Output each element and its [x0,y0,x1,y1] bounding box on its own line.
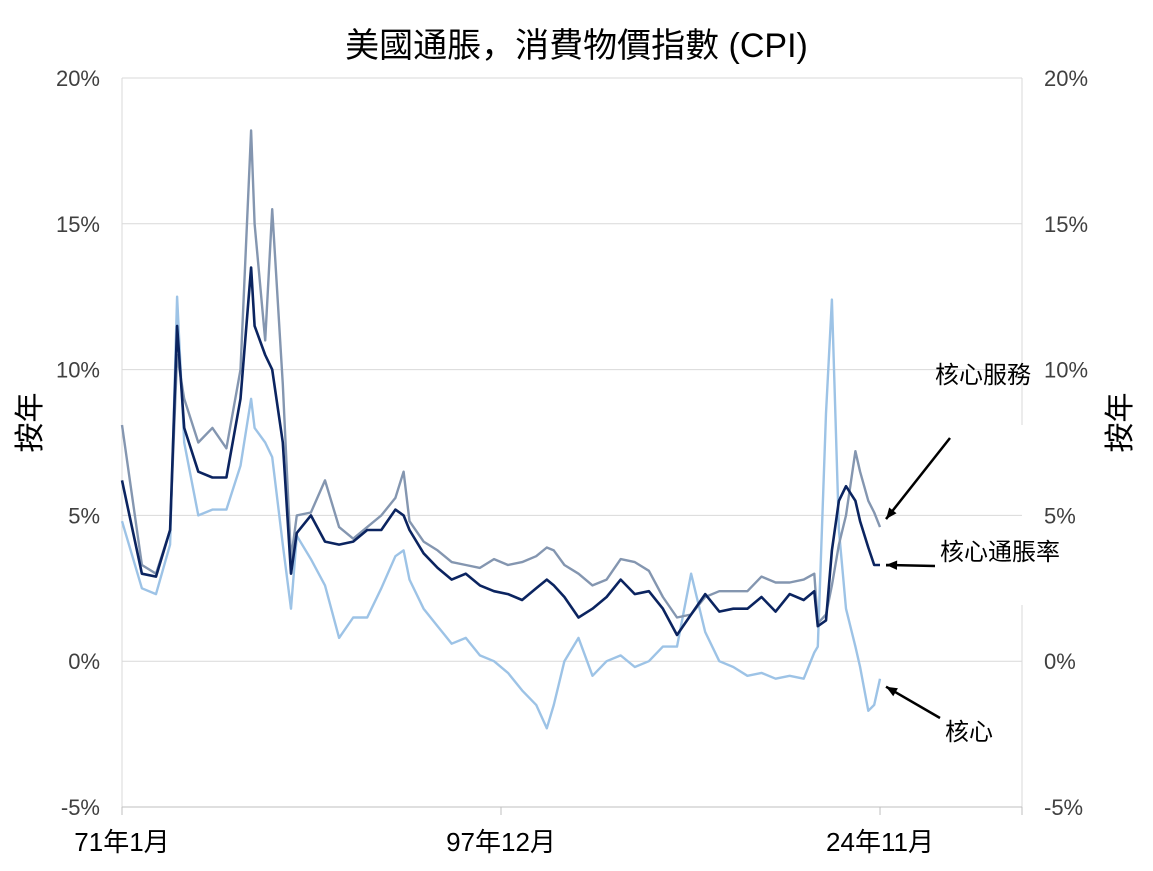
y-axis-title-right: 按年 [1104,393,1137,453]
gridlines [122,77,1022,808]
annotation-arrow [885,437,951,520]
series-line [120,129,882,625]
annotation-label: 核心通脹率 [940,539,1060,566]
y-tick-label-right: 5% [1044,503,1076,528]
annotation-label: 核心服務 [935,362,1031,389]
y-tick-label-right: 10% [1044,358,1088,383]
y-tick-label-left: 5% [68,503,100,528]
y-tick-label-left: 10% [56,358,100,383]
y-tick-label-right: 15% [1044,212,1088,237]
x-tick-label: 24年11月 [826,827,934,857]
tick-labels: -5% -5% 0% 0% 5% 5% 10% 10% 15% 15% 20% 20% 71年1月 97年… [14,66,1137,857]
y-tick-label-right: 0% [1044,649,1076,674]
annotation-label: 核心 [945,719,993,746]
series-line [120,266,880,637]
series-line [120,295,882,730]
annotation-arrowhead [886,686,898,697]
axes [121,78,1023,815]
y-tick-label-left: 0% [68,649,100,674]
x-tick-label: 71年1月 [74,827,169,857]
y-tick-label-left: 15% [56,212,100,237]
series-lines [120,129,882,730]
y-tick-label-left: -5% [61,795,100,820]
y-tick-label-right: -5% [1044,795,1083,820]
annotation-arrowhead [886,507,897,520]
x-tick-label: 97年12月 [446,827,556,857]
annotation-arrowhead [886,560,898,570]
y-tick-label-right: 20% [1044,66,1088,91]
y-axis-title-left: 按年 [14,393,47,453]
chart-title: 美國通脹，消費物價指數 (CPI) [345,27,808,65]
y-tick-label-left: 20% [56,66,100,91]
